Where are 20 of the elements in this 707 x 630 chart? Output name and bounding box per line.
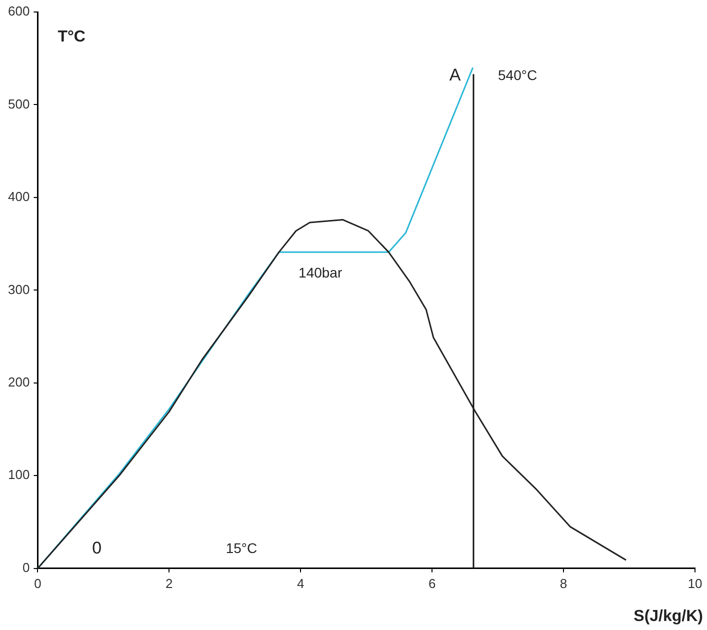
x-tick-label: 2	[166, 576, 173, 591]
x-tick-label: 10	[688, 576, 702, 591]
y-tick-label: 200	[8, 374, 30, 390]
y-tick-label: 0	[22, 560, 30, 575]
x-axis-title: S(J/kg/K)	[634, 608, 703, 625]
annotation: A	[449, 66, 462, 85]
y-tick-label: 600	[8, 4, 30, 19]
x-tick-label: 8	[560, 576, 568, 591]
y-tick-label: 400	[8, 189, 30, 204]
annotation: 140bar	[298, 264, 342, 280]
y-tick-label: 300	[8, 282, 30, 297]
y-tick-label: 500	[8, 96, 30, 112]
annotation: 15°C	[226, 540, 258, 556]
annotation: 540°C	[498, 66, 538, 83]
y-axis-title: T°C	[58, 28, 86, 46]
x-tick-label: 0	[34, 576, 42, 591]
x-tick-label: 6	[428, 576, 436, 591]
x-tick-label: 4	[296, 576, 304, 591]
annotation: 0	[92, 538, 102, 558]
y-tick-label: 100	[8, 467, 30, 482]
